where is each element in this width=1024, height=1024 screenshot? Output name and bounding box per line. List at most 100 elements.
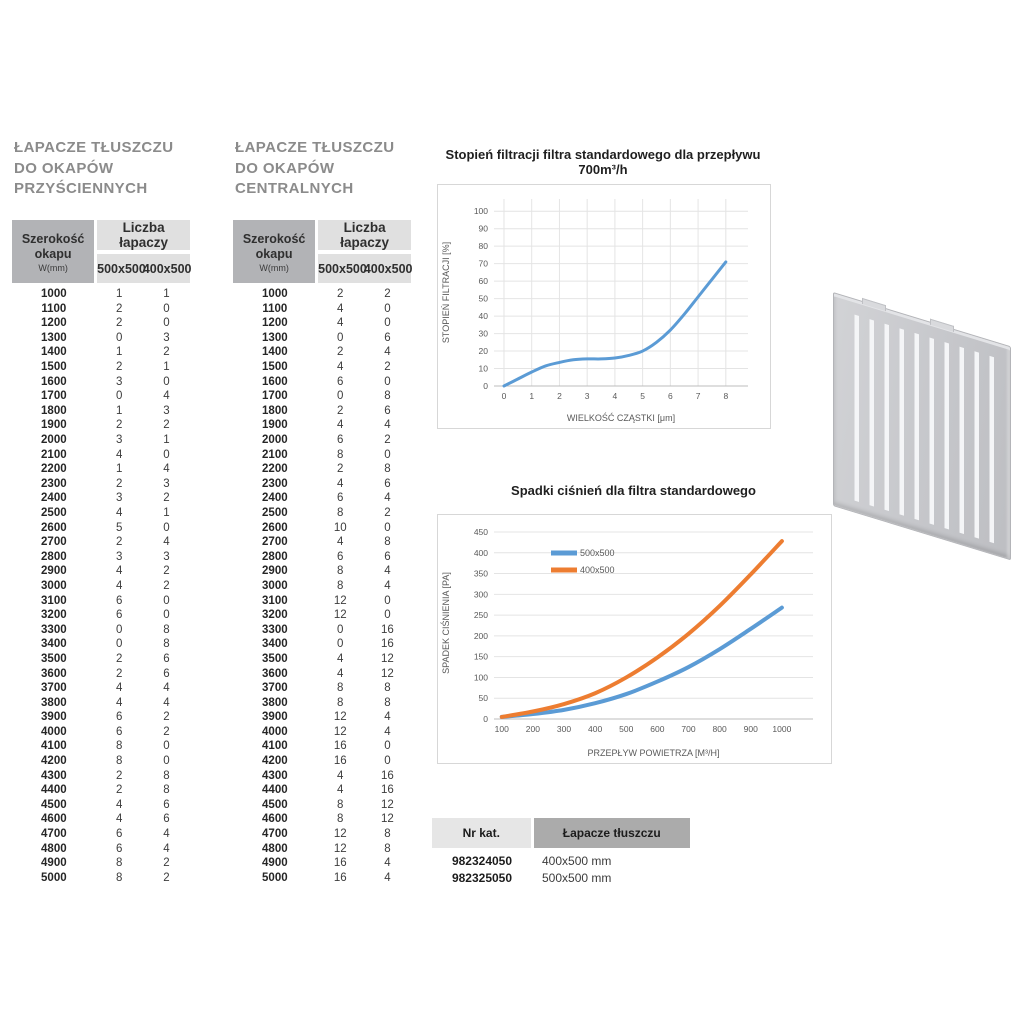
table-row: 2200 2 8	[262, 463, 391, 476]
table-row: 5000 8 2	[41, 871, 170, 884]
table-row: 3900 12 4	[262, 711, 391, 724]
table-row: 3700 8 8	[262, 682, 391, 695]
size-500x500-header: 500x500	[94, 252, 146, 288]
table-row: 4200 8 0	[41, 755, 170, 768]
table-row: 1600 3 0	[41, 375, 170, 388]
central-hoods-table: Szerokość okapu W(mm) Liczba łapaczy 500…	[233, 220, 412, 885]
table-row: 3500 2 6	[41, 652, 170, 665]
table-row: 1000 2 2	[262, 288, 391, 301]
table-row: 2100 4 0	[41, 448, 170, 461]
svg-text:7: 7	[696, 391, 701, 401]
table-row: 3600 2 6	[41, 667, 170, 680]
central-hoods-title: ŁAPACZE TŁUSZCZU DO OKAPÓW CENTRALNYCH	[235, 139, 395, 198]
table-row: 1700 0 8	[262, 390, 391, 403]
svg-text:70: 70	[479, 259, 489, 269]
width-column-label: Szerokość okapu	[242, 232, 306, 262]
table-row: 2100 8 0	[262, 448, 391, 461]
table-row: 4700 12 8	[262, 828, 391, 841]
svg-text:SPADEK CIŚNIENIA [PA]: SPADEK CIŚNIENIA [PA]	[440, 572, 451, 674]
svg-text:4: 4	[613, 391, 618, 401]
table-row: 1800 1 3	[41, 404, 170, 417]
table-row: 1900 4 4	[262, 419, 391, 432]
svg-text:400x500: 400x500	[580, 565, 615, 575]
svg-text:0: 0	[502, 391, 507, 401]
table-row: 3500 4 12	[262, 652, 394, 665]
svg-text:60: 60	[479, 276, 489, 286]
width-column-unit: W(mm)	[38, 262, 68, 273]
table-row: 4400 2 8	[41, 784, 170, 797]
table-row: 2600 5 0	[41, 521, 170, 534]
width-column-label: Szerokość okapu	[21, 232, 85, 262]
width-column-unit: W(mm)	[259, 262, 289, 273]
svg-text:1: 1	[529, 391, 534, 401]
svg-text:450: 450	[474, 527, 488, 537]
table-row: 3600 4 12	[262, 667, 394, 680]
svg-text:3: 3	[585, 391, 590, 401]
table-row: 2200 1 4	[41, 463, 170, 476]
svg-text:50: 50	[479, 294, 489, 304]
table-row: 982325050 500x500 mm	[451, 871, 612, 885]
svg-text:700: 700	[681, 724, 695, 734]
filter-mount-tab	[930, 318, 954, 332]
table-row: 1400 1 2	[41, 346, 170, 359]
table-row: 2700 4 8	[262, 536, 391, 549]
table-row: 1700 0 4	[41, 390, 170, 403]
table-row: 1500 4 2	[262, 361, 391, 374]
table-row: 3400 0 16	[262, 638, 394, 651]
table-row: 1800 2 6	[262, 404, 391, 417]
table-row: 2400 6 4	[262, 492, 391, 505]
wall-hoods-rows: 1000 1 1 1100 2 0 1200 2 0 1300 0 3 1400 1 2 1500 2 1 1600…	[12, 285, 190, 885]
svg-text:100: 100	[495, 724, 509, 734]
central-hoods-section: ŁAPACZE TŁUSZCZU DO OKAPÓW CENTRALNYCH S…	[233, 138, 412, 885]
table-row: 2000 6 2	[262, 434, 391, 446]
table-row: 4000 6 2	[41, 725, 170, 738]
svg-text:400: 400	[474, 548, 488, 558]
table-row: 3800 8 8	[262, 696, 391, 709]
svg-text:30: 30	[479, 329, 489, 339]
table-row: 4900 8 2	[41, 857, 170, 870]
table-row: 3400 0 8	[41, 638, 170, 651]
filter-mount-tab	[862, 297, 886, 312]
table-row: 1300 0 3	[41, 331, 170, 344]
table-row: 2600 10 0	[262, 521, 391, 534]
wall-hoods-section: ŁAPACZE TŁUSZCZU DO OKAPÓW PRZYŚCIENNYCH…	[12, 138, 191, 885]
table-row: 3000 8 4	[262, 579, 391, 592]
table-row: 2300 2 3	[41, 477, 170, 490]
svg-text:PRZEPŁYW POWIETRZA [M³/H]: PRZEPŁYW POWIETRZA [M³/H]	[587, 748, 719, 758]
filtration-chart-frame: 0 10 20 30 40 50 60 70 80 90 100 0 1 2 3 4 5 6 7 8 WIELKOŚĆ …	[437, 184, 771, 429]
svg-text:20: 20	[479, 346, 489, 356]
table-row: 1100 2 0	[41, 302, 170, 315]
catalog-number-header: Nr kat.	[432, 818, 532, 853]
table-row: 1500 2 1	[41, 361, 170, 374]
table-row: 4500 8 12	[262, 798, 394, 811]
table-row: 2400 3 2	[41, 492, 170, 505]
table-row: 3100 12 0	[262, 594, 391, 607]
catalog-number-table: Nr kat. Łapacze tłuszczu 982324050 400x50…	[432, 818, 690, 887]
table-row: 1000 1 1	[41, 288, 170, 301]
svg-text:8: 8	[723, 391, 728, 401]
svg-text:500x500: 500x500	[580, 548, 615, 558]
table-row: 4800 6 4	[41, 842, 170, 855]
table-row: 2900 8 4	[262, 565, 391, 578]
table-row: 5000 16 4	[262, 871, 391, 884]
table-row: 1200 2 0	[41, 317, 170, 330]
svg-text:0: 0	[483, 714, 488, 724]
svg-text:200: 200	[526, 724, 540, 734]
svg-text:40: 40	[479, 311, 489, 321]
size-400x500-header: 400x500	[142, 252, 191, 288]
table-row: 2800 6 6	[262, 550, 391, 563]
svg-text:100: 100	[474, 206, 488, 216]
table-row: 4500 4 6	[41, 798, 170, 811]
svg-text:2: 2	[557, 391, 562, 401]
svg-text:80: 80	[479, 241, 489, 251]
table-row: 2000 3 1	[41, 434, 170, 446]
svg-text:10: 10	[479, 364, 489, 374]
table-row: 2500 4 1	[41, 506, 170, 519]
svg-text:300: 300	[557, 724, 571, 734]
wall-hoods-table: Szerokość okapu W(mm) Liczba łapaczy 500…	[12, 220, 191, 885]
size-500x500-header: 500x500	[315, 252, 367, 288]
table-row: 4800 12 8	[262, 842, 391, 855]
count-group-header: Liczba łapaczy	[315, 220, 411, 255]
table-row: 3700 4 4	[41, 682, 170, 695]
svg-text:200: 200	[474, 631, 488, 641]
